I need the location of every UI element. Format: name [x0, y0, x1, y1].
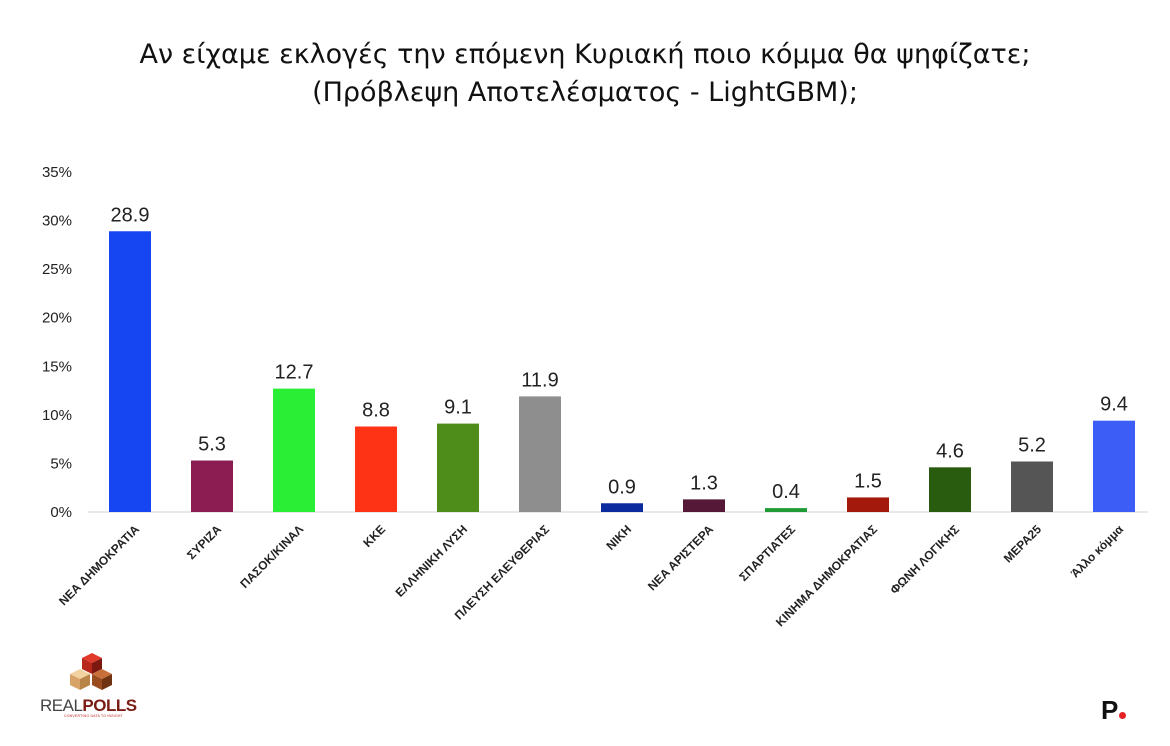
data-label: 0.4: [772, 481, 800, 503]
data-label: 4.6: [936, 440, 964, 462]
y-tick-label: 20%: [42, 310, 72, 327]
x-tick-label: ΠΑΣΟΚ/ΚΙΝΑΛ: [237, 522, 306, 591]
bar: [273, 388, 315, 512]
logo-word-real: REAL: [40, 696, 83, 715]
x-tick-label: ΚΚΕ: [360, 522, 388, 550]
data-label: 5.2: [1018, 434, 1046, 456]
bar: [601, 503, 643, 512]
bar: [1093, 420, 1135, 512]
data-label: 1.5: [854, 470, 882, 492]
x-tick-label: ΜΕΡΑ25: [1001, 522, 1044, 565]
y-tick-label: 10%: [42, 407, 72, 424]
bar: [847, 497, 889, 512]
brand-mark: P: [1101, 695, 1127, 726]
x-tick-label: ΝΙΚΗ: [603, 522, 634, 553]
data-label: 8.8: [362, 400, 390, 422]
brand-mark-letter: P: [1101, 695, 1119, 725]
bar: [519, 396, 561, 512]
x-tick-label: ΠΛΕΥΣΗ ΕΛΕΥΘΕΡΙΑΣ: [452, 522, 552, 622]
bars-group: [109, 231, 1135, 512]
x-axis-labels: ΝΕΑ ΔΗΜΟΚΡΑΤΙΑ ΣΥΡΙΖΑ ΠΑΣΟΚ/ΚΙΝΑΛ ΚΚΕ ΕΛΛΗΝΙ…: [56, 522, 1126, 630]
y-tick-label: 35%: [42, 164, 72, 181]
x-tick-label: ΣΥΡΙΖΑ: [184, 522, 224, 562]
realpolls-logo: REALPOLLS CONVERTING DATA TO INSIGHT: [40, 652, 150, 722]
bar: [191, 460, 233, 512]
x-tick-label: ΕΛΛΗΝΙΚΗ ΛΥΣΗ: [393, 522, 471, 600]
x-tick-label: Άλλο κόμμα: [1068, 522, 1127, 581]
chart-title: Αν είχαμε εκλογές την επόμενη Κυριακή πο…: [0, 36, 1170, 112]
y-tick-label: 0%: [50, 504, 72, 521]
bar: [929, 467, 971, 512]
x-tick-label: ΦΩΝΗ ΛΟΓΙΚΗΣ: [887, 522, 962, 597]
chart-title-line-1: Αν είχαμε εκλογές την επόμενη Κυριακή πο…: [139, 39, 1031, 70]
data-label: 9.1: [444, 397, 472, 419]
bar: [437, 423, 479, 512]
y-tick-label: 30%: [42, 213, 72, 230]
x-tick-label: ΝΕΑ ΔΗΜΟΚΡΑΤΙΑ: [56, 522, 142, 608]
logo-wordmark: REALPOLLS: [40, 696, 137, 716]
chart-title-line-2: (Πρόβλεψη Αποτελέσματος - LightGBM);: [312, 77, 858, 108]
data-label: 11.9: [521, 369, 558, 391]
x-tick-label: ΝΕΑ ΑΡΙΣΤΕΡΑ: [645, 522, 716, 593]
logo-tagline: CONVERTING DATA TO INSIGHT: [64, 714, 123, 718]
bar: [1011, 461, 1053, 512]
bar: [683, 499, 725, 512]
data-label: 12.7: [275, 362, 314, 384]
value-labels-group: 28.9 5.3 12.7 8.8 9.1 11.9 0.9 1.3 0.4 1.5 4.6 5.2 9…: [111, 204, 1128, 503]
bar: [109, 231, 151, 512]
y-tick-label: 15%: [42, 358, 72, 375]
x-tick-label: ΣΠΑΡΤΙΑΤΕΣ: [736, 522, 798, 584]
y-tick-label: 5%: [50, 455, 72, 472]
bar: [355, 426, 397, 512]
data-label: 28.9: [111, 204, 150, 226]
data-label: 0.9: [608, 476, 636, 498]
y-axis: 0% 5% 10% 15% 20% 25% 30% 35%: [42, 164, 1148, 521]
y-tick-label: 25%: [42, 261, 72, 278]
bar: [765, 508, 807, 512]
data-label: 5.3: [198, 434, 226, 456]
data-label: 1.3: [690, 472, 718, 494]
logo-cubes-icon: [70, 653, 112, 690]
data-label: 9.4: [1100, 394, 1128, 416]
brand-mark-dot-icon: [1119, 712, 1127, 719]
logo-word-polls: POLLS: [82, 696, 137, 715]
